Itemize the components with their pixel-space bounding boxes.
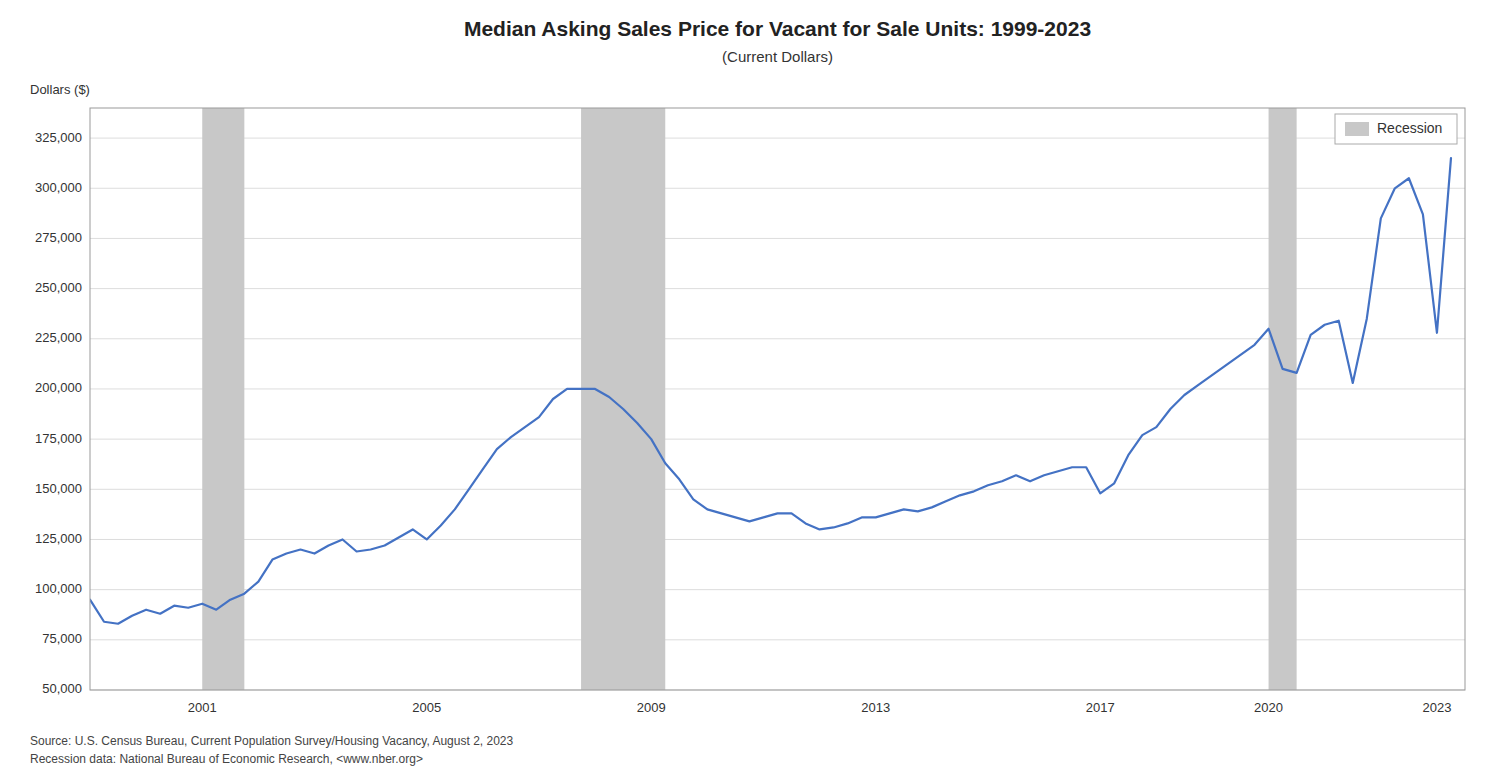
y-tick-label: 300,000 <box>35 180 82 195</box>
grid-line <box>90 639 1465 640</box>
source: Source: U.S. Census Bureau, Current Popu… <box>30 734 513 766</box>
plot-frame <box>90 108 1465 690</box>
background <box>0 0 1500 782</box>
x-tick-label: 2020 <box>1254 700 1283 715</box>
plot-area <box>90 108 1451 690</box>
grid-line <box>90 439 1465 440</box>
x-tick-label: 2009 <box>637 700 666 715</box>
y-tick-label: 250,000 <box>35 280 82 295</box>
x-tick-label: 2013 <box>861 700 890 715</box>
y-tick-label: 175,000 <box>35 431 82 446</box>
recession-band <box>581 108 665 690</box>
grid-line <box>90 288 1465 289</box>
y-tick-label: 50,000 <box>42 681 82 696</box>
y-grid <box>90 138 1465 690</box>
legend-swatch <box>1345 122 1369 136</box>
x-tick-label: 2005 <box>412 700 441 715</box>
grid-line <box>90 489 1465 490</box>
series-line <box>90 158 1451 624</box>
y-tick-label: 100,000 <box>35 581 82 596</box>
y-axis-label: Dollars ($) <box>30 82 90 97</box>
y-tick-label: 150,000 <box>35 481 82 496</box>
legend: Recession <box>1335 114 1457 144</box>
x-tick-label: 2001 <box>188 700 217 715</box>
y-tick-labels: 50,000 75,000 100,000 125,000 150,000 175,000… <box>35 130 82 697</box>
y-tick-label: 75,000 <box>42 631 82 646</box>
y-tick-label: 125,000 <box>35 531 82 546</box>
subtitle: (Current Dollars) <box>722 48 833 65</box>
grid-line <box>90 589 1465 590</box>
y-tick-label: 200,000 <box>35 380 82 395</box>
grid-line <box>90 138 1465 139</box>
grid-line <box>90 238 1465 239</box>
grid-line <box>90 188 1465 189</box>
x-tick-label: 2017 <box>1086 700 1115 715</box>
x-tick-label: 2023 <box>1422 700 1451 715</box>
recession-band <box>1269 108 1297 690</box>
chart: 50,000 75,000 100,000 125,000 150,000 175,000… <box>0 0 1500 782</box>
grid-line <box>90 388 1465 389</box>
y-tick-label: 325,000 <box>35 130 82 145</box>
source-text: Recession data: National Bureau of Econo… <box>30 752 423 766</box>
legend-box <box>1335 114 1457 144</box>
title: Median Asking Sales Price for Vacant for… <box>464 17 1091 40</box>
y-tick-label: 225,000 <box>35 330 82 345</box>
recession-band <box>202 108 244 690</box>
source-text: Source: U.S. Census Bureau, Current Popu… <box>30 734 513 748</box>
legend-label: Recession <box>1377 120 1442 136</box>
x-tick-labels: 2001 2005 2009 2013 2017 2020 2023 <box>188 700 1452 715</box>
grid-line <box>90 539 1465 540</box>
y-tick-label: 275,000 <box>35 230 82 245</box>
